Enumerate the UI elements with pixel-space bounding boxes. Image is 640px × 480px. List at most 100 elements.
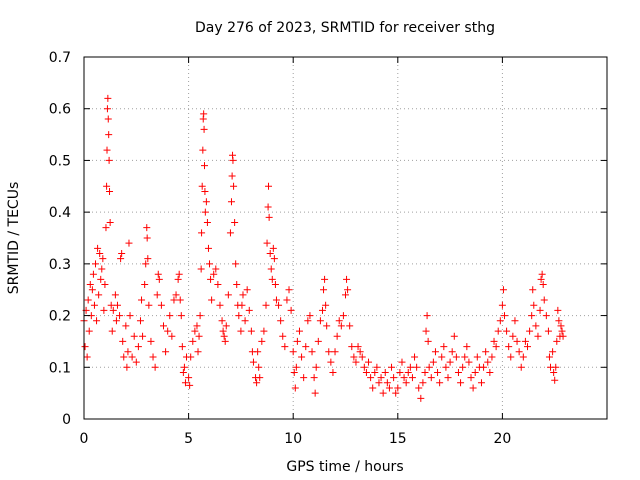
data-point (484, 358, 492, 366)
data-point (105, 131, 113, 139)
data-series (80, 94, 567, 402)
chart-title: Day 276 of 2023, SRMTID for receiver sth… (195, 20, 495, 36)
data-point (113, 301, 121, 309)
data-point (291, 384, 299, 392)
data-point (530, 301, 538, 309)
x-tick-label: 10 (284, 431, 302, 447)
data-point (521, 337, 529, 345)
data-point (116, 312, 124, 320)
data-point (142, 260, 150, 268)
data-point (422, 327, 430, 335)
data-point (540, 296, 548, 304)
data-point (103, 105, 111, 113)
data-point (199, 146, 207, 154)
data-point (471, 368, 479, 376)
data-point (360, 363, 368, 371)
data-point (99, 255, 107, 263)
data-point (120, 353, 128, 361)
data-point (461, 353, 469, 361)
x-tick-label: 0 (80, 431, 89, 447)
data-point (402, 379, 410, 387)
x-tick-label: 5 (184, 431, 193, 447)
data-point (186, 381, 194, 389)
data-point (306, 312, 314, 320)
data-point (254, 348, 262, 356)
data-point (204, 244, 212, 252)
data-point (509, 332, 517, 340)
data-point (177, 312, 185, 320)
data-point (369, 384, 377, 392)
y-tick-label: 0.6 (49, 102, 71, 118)
data-point (201, 187, 209, 195)
data-point (125, 239, 133, 247)
data-point (267, 265, 275, 273)
data-point (154, 270, 162, 278)
data-point (354, 343, 362, 351)
data-point (321, 275, 329, 283)
data-point (228, 172, 236, 180)
y-tick-label: 0.3 (49, 257, 71, 273)
data-point (249, 358, 257, 366)
data-point (196, 312, 204, 320)
data-point (149, 353, 157, 361)
data-point (145, 301, 153, 309)
data-point (558, 327, 566, 335)
data-point (227, 198, 235, 206)
data-point (134, 343, 142, 351)
data-point (101, 281, 109, 289)
y-axis-label: SRMTID / TECUs (6, 182, 22, 295)
data-point (283, 296, 291, 304)
data-point (103, 146, 111, 154)
x-tick-label: 20 (493, 431, 511, 447)
data-point (178, 343, 186, 351)
data-point (162, 348, 170, 356)
data-point (166, 312, 174, 320)
data-point (180, 363, 188, 371)
data-point (457, 379, 465, 387)
data-point (170, 296, 178, 304)
data-point (221, 337, 229, 345)
data-point (90, 301, 98, 309)
data-point (201, 208, 209, 216)
data-point (136, 317, 144, 325)
data-point (404, 368, 412, 376)
data-point (314, 337, 322, 345)
data-point (496, 317, 504, 325)
data-point (174, 275, 182, 283)
data-point (346, 322, 354, 330)
data-point (390, 374, 398, 382)
data-point (379, 389, 387, 397)
data-point (272, 296, 280, 304)
data-point (216, 301, 224, 309)
data-point (198, 229, 206, 237)
y-tick-label: 0.2 (49, 309, 71, 325)
data-point (157, 301, 165, 309)
data-point (194, 348, 202, 356)
data-point (302, 343, 310, 351)
data-point (536, 306, 544, 314)
data-point (511, 317, 519, 325)
data-point (358, 353, 366, 361)
data-point (141, 281, 149, 289)
data-point (311, 389, 319, 397)
data-point (507, 353, 515, 361)
data-point (106, 187, 114, 195)
data-point (226, 229, 234, 237)
data-point (260, 327, 268, 335)
data-point (203, 218, 211, 226)
data-point (529, 286, 537, 294)
data-point (112, 317, 120, 325)
data-point (396, 368, 404, 376)
data-point (106, 218, 114, 226)
data-point (212, 265, 220, 273)
data-point (143, 234, 151, 242)
data-point (427, 374, 435, 382)
data-point (371, 368, 379, 376)
y-tick-label: 0.7 (49, 50, 71, 66)
data-point (258, 337, 266, 345)
data-point (331, 348, 339, 356)
data-point (139, 332, 147, 340)
data-point (500, 312, 508, 320)
x-tick-label: 15 (389, 431, 407, 447)
